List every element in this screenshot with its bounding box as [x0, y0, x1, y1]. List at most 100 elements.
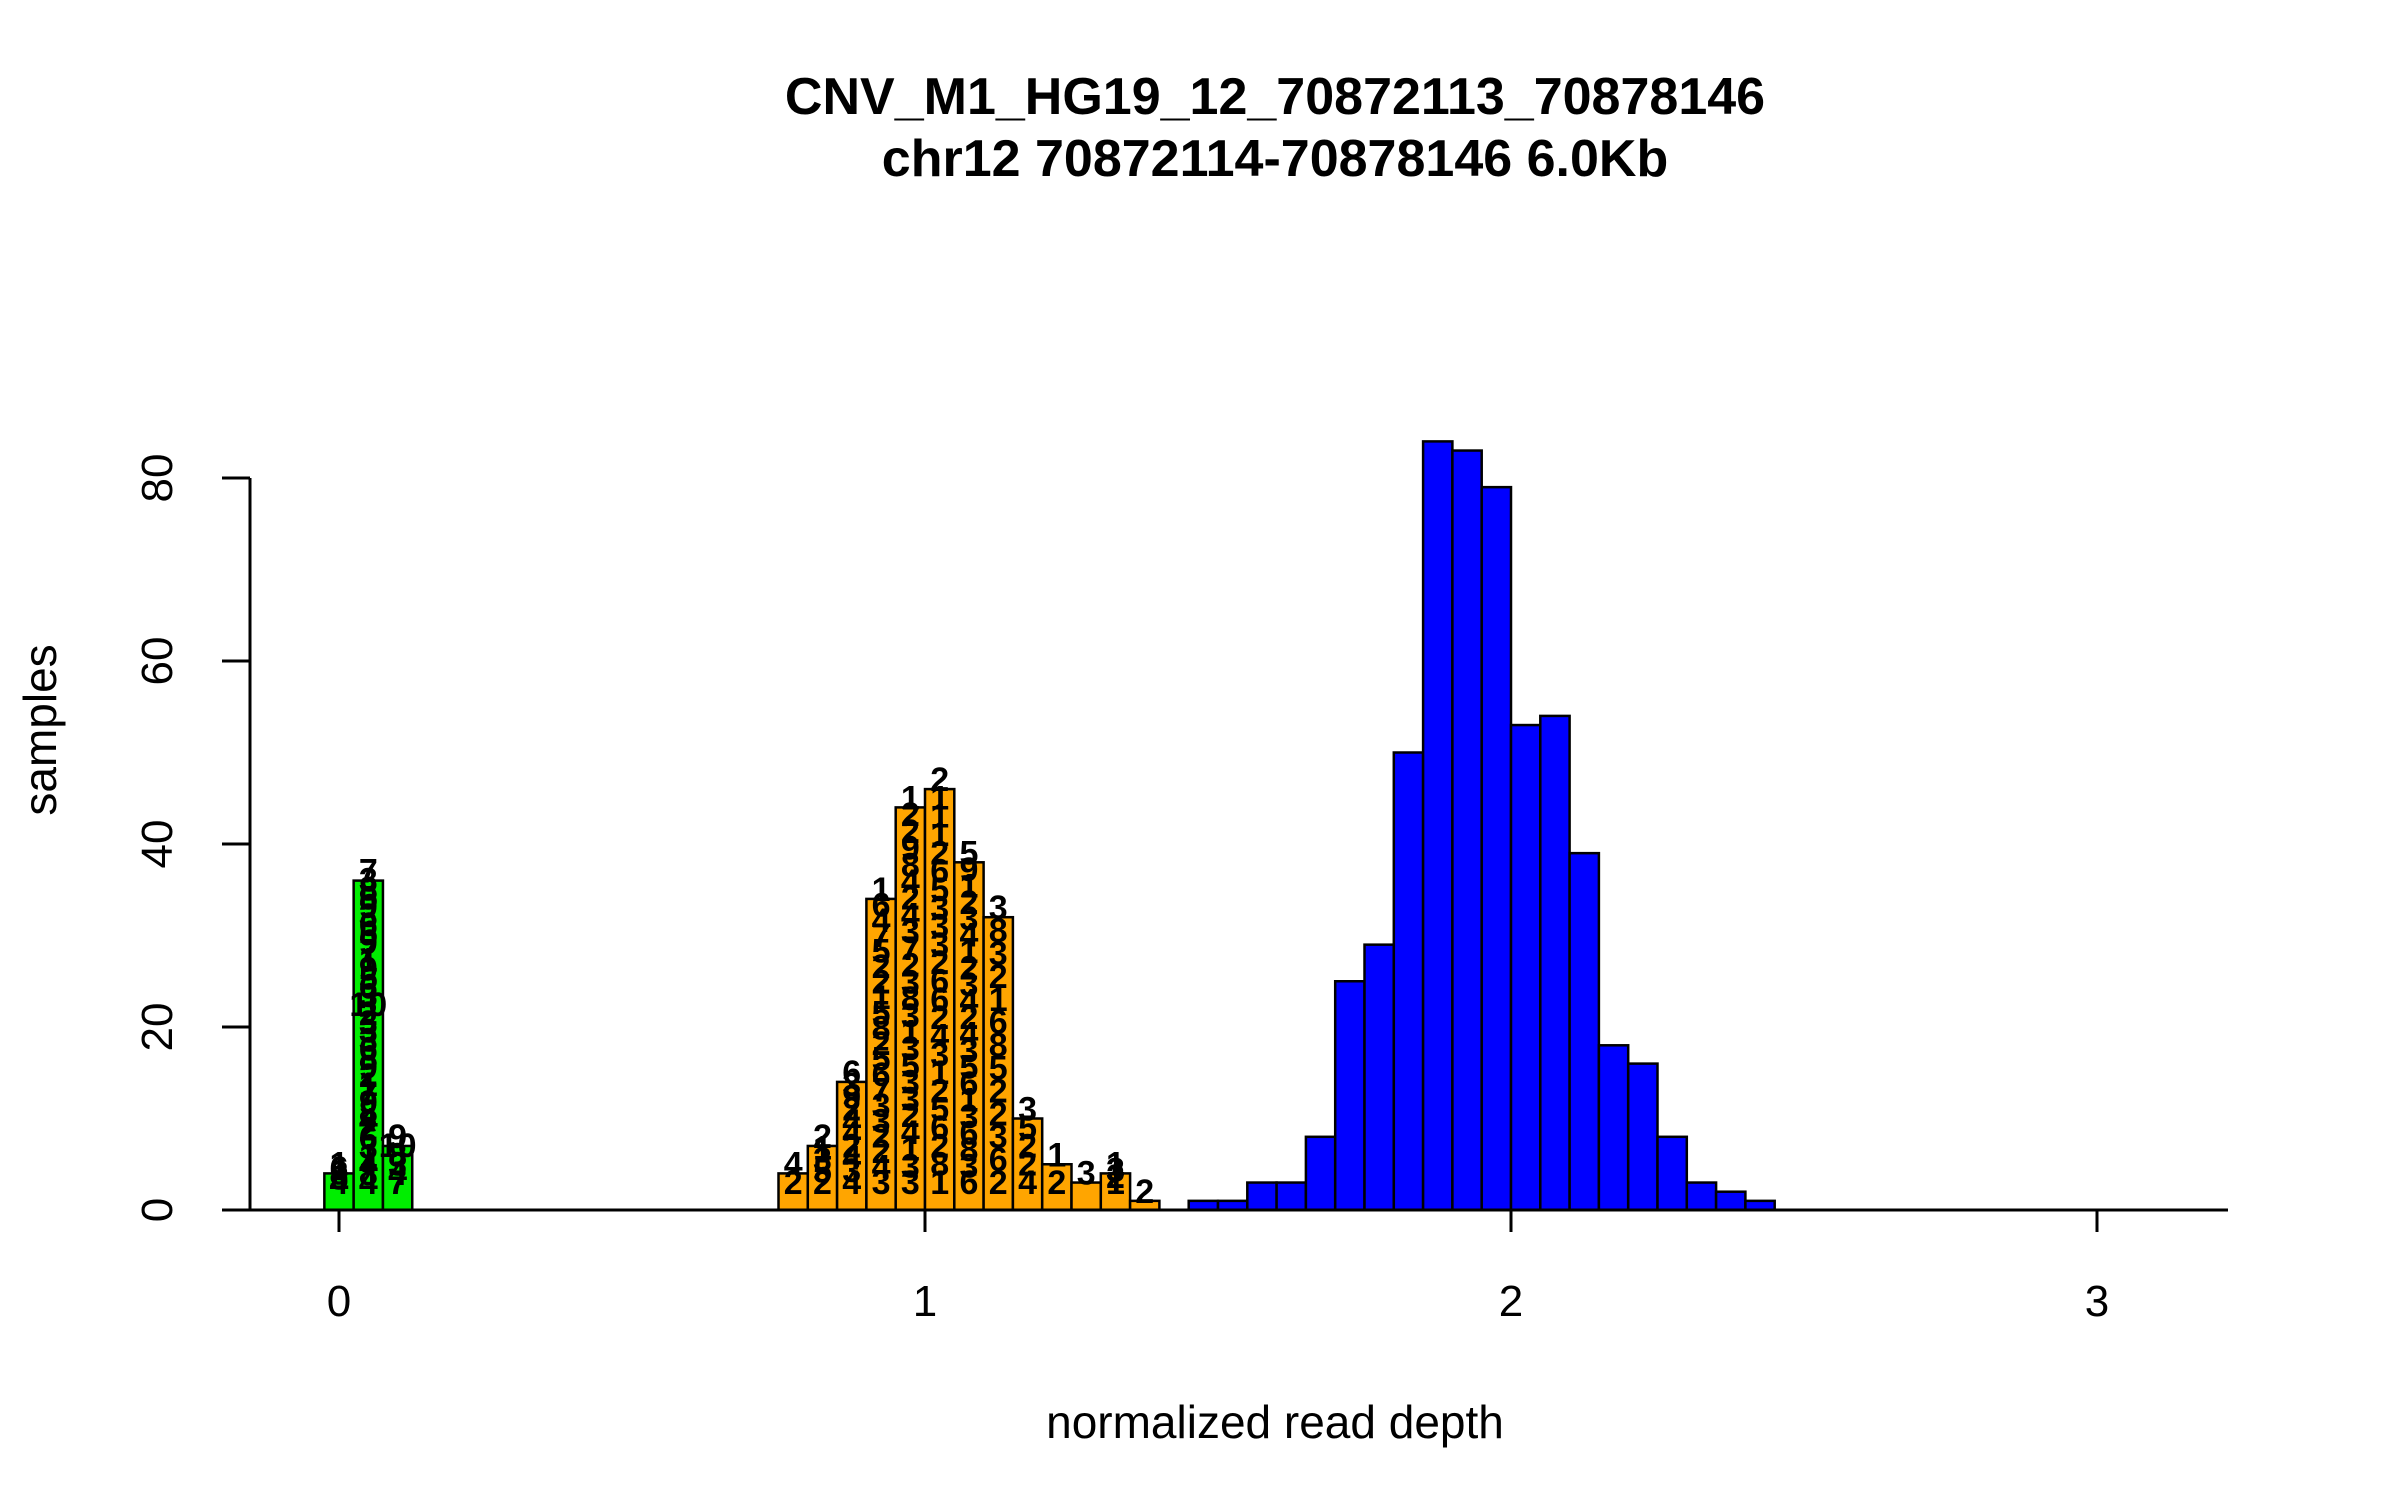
bar-sample-label: 2 — [872, 1025, 891, 1063]
bar-sample-label: 1 — [359, 1137, 378, 1175]
histogram-bar — [894, 806, 927, 1212]
bar-sample-label: 2 — [930, 1072, 949, 1110]
bar-sample-label: 5 — [813, 1152, 832, 1190]
bar-sample-label: 2 — [842, 1091, 861, 1129]
x-tick-label: 3 — [2085, 1277, 2109, 1326]
bar-sample-label: 1 — [959, 1082, 978, 1120]
bar-sample-label: 6 — [989, 1141, 1008, 1179]
histogram-bar — [1392, 751, 1425, 1212]
bar-sample-label: 4 — [1018, 1164, 1037, 1202]
bar-sample-label: 2 — [901, 796, 920, 834]
bar-sample-label: 1 — [872, 979, 891, 1017]
bar-sample-label: 4 — [959, 1016, 978, 1054]
bar-sample-label: 4 — [330, 1164, 349, 1202]
histogram-bar — [1597, 1044, 1630, 1212]
bar-sample-label: 4 — [784, 1145, 803, 1183]
bar-sample-label: 8 — [901, 846, 920, 884]
bar-sample-label: 3 — [959, 900, 978, 938]
bar-sample-label: 3 — [359, 1013, 378, 1051]
bar-sample-label: 4 — [359, 1102, 378, 1140]
bar-sample-label: 1 — [872, 871, 891, 909]
bar-sample-label: 1 — [959, 933, 978, 971]
bar-sample-label: 3 — [901, 913, 920, 951]
x-tick-label: 2 — [1499, 1277, 1523, 1326]
bar-sample-label: 6 — [989, 1004, 1008, 1042]
bar-sample-label: 2 — [1018, 1146, 1037, 1184]
bar-labels-layer: 1685473859365971956310233368921798426314… — [330, 761, 1155, 1211]
bar-sample-label: 4 — [959, 983, 978, 1021]
bar-sample-label: 3 — [901, 1030, 920, 1068]
bar-sample-label: 7 — [872, 917, 891, 955]
bar-sample-label: 2 — [872, 1118, 891, 1156]
bar-sample-label: 9 — [388, 1118, 407, 1156]
bar-sample-label: 5 — [930, 1091, 949, 1129]
bar-sample-label: 7 — [901, 930, 920, 968]
histogram-bar — [1333, 980, 1366, 1212]
bar-sample-label: 5 — [901, 1047, 920, 1085]
histogram-bar — [1568, 851, 1601, 1212]
bar-sample-label: 3 — [872, 1102, 891, 1140]
bar-sample-label: 3 — [959, 1148, 978, 1186]
bar-sample-label: 2 — [1018, 1127, 1037, 1165]
bar-sample-label: 2 — [930, 999, 949, 1037]
y-tick-label: 0 — [133, 1198, 182, 1222]
bar-sample-label: 3 — [359, 1004, 378, 1042]
bar-sample-label: 6 — [330, 1150, 349, 1188]
bar-sample-label: 3 — [1018, 1091, 1037, 1129]
histogram-bar — [1304, 1135, 1337, 1212]
bar-sample-label: 6 — [872, 1056, 891, 1094]
bar-sample-label: 4 — [842, 1164, 861, 1202]
bar-sample-label: 2 — [359, 995, 378, 1033]
bar-sample-label: 4 — [901, 896, 920, 934]
bar-sample-label: 5 — [872, 994, 891, 1032]
bar-sample-label: 10 — [379, 1127, 417, 1165]
bar-sample-label: 2 — [989, 1072, 1008, 1110]
bar-sample-label: 4 — [959, 917, 978, 955]
bar-sample-label: 9 — [359, 950, 378, 988]
bar-sample-label: 1 — [330, 1145, 349, 1183]
bar-sample-label: 6 — [842, 1054, 861, 1092]
bar-sample-label: 6 — [959, 1164, 978, 1202]
bar-sample-label: 2 — [901, 1097, 920, 1135]
bar-sample-label: 6 — [872, 886, 891, 924]
bar-sample-label: 1 — [813, 1129, 832, 1167]
bar-sample-label: 3 — [930, 908, 949, 946]
bar-sample-label: 8 — [901, 980, 920, 1018]
bar-sample-label: 2 — [989, 1095, 1008, 1133]
bar-sample-label: 8 — [359, 870, 378, 908]
bar-sample-label: 3 — [901, 1080, 920, 1118]
bar-sample-label: 9 — [959, 851, 978, 889]
bar-sample-label: 8 — [959, 1131, 978, 1169]
histogram-bar — [1480, 485, 1513, 1212]
bar-sample-label: 2 — [989, 958, 1008, 996]
bar-sample-label: 1 — [359, 1066, 378, 1104]
bar-sample-label: 2 — [930, 834, 949, 872]
bar-sample-label: 5 — [1018, 1109, 1037, 1147]
bar-sample-label: 1 — [989, 981, 1008, 1019]
bar-sample-label: 6 — [959, 1115, 978, 1153]
bar-sample-label: 3 — [842, 1066, 861, 1104]
bar-sample-label: 2 — [872, 963, 891, 1001]
bar-sample-label: 3 — [901, 1164, 920, 1202]
histogram-bar — [1509, 723, 1542, 1212]
bar-sample-label: 5 — [959, 834, 978, 872]
bar-sample-label: 3 — [989, 889, 1008, 927]
bar-sample-label: 9 — [359, 1048, 378, 1086]
bar-sample-label: 5 — [959, 1049, 978, 1087]
bar-sample-label: 7 — [359, 853, 378, 891]
bar-sample-label: 2 — [1135, 1173, 1154, 1211]
bar-sample-label: 7 — [359, 1075, 378, 1113]
y-tick-label: 60 — [133, 637, 182, 686]
bars-layer — [323, 440, 1776, 1212]
bar-sample-label: 8 — [989, 1027, 1008, 1065]
y-tick-label: 40 — [133, 820, 182, 869]
histogram-bar — [1539, 714, 1571, 1212]
bar-sample-label: 2 — [930, 944, 949, 982]
bar-sample-label: 4 — [901, 1114, 920, 1152]
bar-sample-label: 9 — [901, 830, 920, 868]
bar-sample-label: 1 — [930, 779, 949, 817]
y-tick-label: 80 — [133, 454, 182, 503]
histogram-bar — [1656, 1135, 1689, 1212]
bar-sample-label: 4 — [388, 1155, 407, 1193]
